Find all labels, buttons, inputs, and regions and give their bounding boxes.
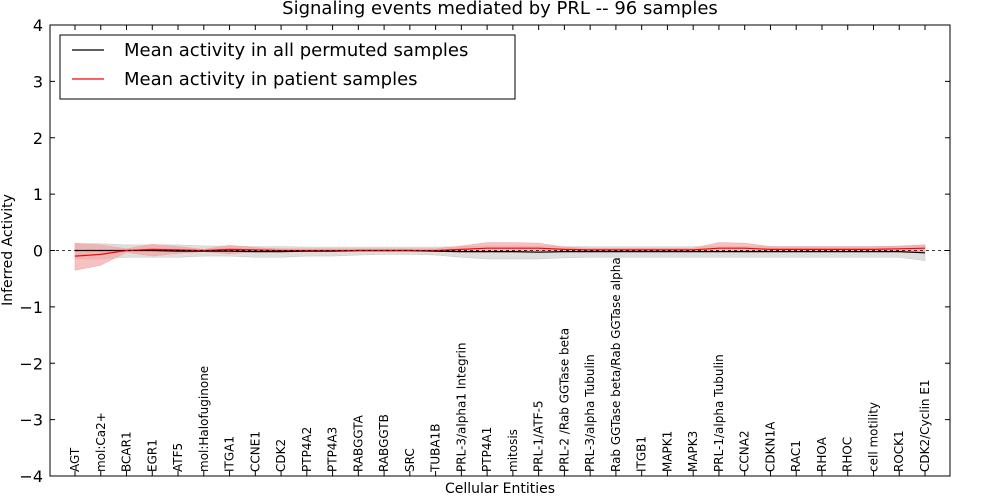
x-tick-label: CDK2 bbox=[274, 439, 288, 472]
y-tick-label: −2 bbox=[19, 354, 43, 373]
x-tick-label: mol:Ca2+ bbox=[94, 412, 108, 472]
legend-label-permuted: Mean activity in all permuted samples bbox=[124, 40, 468, 61]
x-tick-label: mol:Halofuginone bbox=[197, 366, 211, 472]
y-tick-label: 2 bbox=[33, 129, 43, 148]
x-tick-label: ITGB1 bbox=[635, 436, 649, 472]
x-tick-label: ATF5 bbox=[171, 443, 185, 472]
legend-box bbox=[59, 34, 516, 100]
x-tick-label: Rab GGTase beta/Rab GGTase alpha bbox=[609, 257, 623, 472]
confidence-bands bbox=[74, 242, 926, 271]
y-axis: −4 −3 −2 −1 0 1 2 3 4 bbox=[19, 16, 950, 486]
x-tick-label: MAPK3 bbox=[686, 431, 700, 472]
x-tick-label: BCAR1 bbox=[120, 431, 134, 472]
x-tick-label: CDKN1A bbox=[763, 421, 777, 472]
x-tick-label: RABGGTA bbox=[351, 414, 365, 472]
x-tick-label: PTP4A3 bbox=[326, 427, 340, 472]
x-tick-label: MAPK1 bbox=[660, 431, 674, 472]
x-tick-label: RAC1 bbox=[789, 440, 803, 472]
chart-title: Signaling events mediated by PRL -- 96 s… bbox=[282, 0, 718, 19]
y-tick-label: 1 bbox=[33, 185, 43, 204]
x-tick-label: AGT bbox=[68, 447, 82, 472]
x-tick-label: RHOA bbox=[815, 436, 829, 472]
x-tick-label: PTP4A1 bbox=[480, 427, 494, 472]
x-tick-label: PRL-3/alpha1 Integrin bbox=[454, 343, 468, 473]
confidence-band-1 bbox=[74, 242, 926, 271]
x-tick-label: CDK2/Cyclin E1 bbox=[918, 379, 932, 472]
x-tick-label: PRL-2 /Rab GGTase beta bbox=[557, 328, 571, 472]
x-tick-label: cell motility bbox=[866, 402, 880, 472]
x-tick-label: RABGGTB bbox=[377, 414, 391, 472]
y-tick-label: −1 bbox=[19, 298, 43, 317]
series-line-0 bbox=[75, 249, 926, 254]
y-tick-label: −4 bbox=[19, 467, 43, 486]
x-tick-label: CCNE1 bbox=[248, 431, 262, 472]
x-tick-label: TUBA1B bbox=[429, 424, 443, 473]
x-tick-label: SRC bbox=[403, 448, 417, 472]
x-tick-label: ITGA1 bbox=[223, 436, 237, 472]
x-tick-label: PTP4A2 bbox=[300, 427, 314, 472]
y-tick-label: 0 bbox=[33, 242, 43, 261]
x-tick-label: ROCK1 bbox=[892, 430, 906, 472]
y-axis-label: Inferred Activity bbox=[0, 194, 16, 306]
legend-label-patient: Mean activity in patient samples bbox=[124, 69, 418, 90]
x-axis: AGT mol:Ca2+ BCAR1 EGR1 ATF5 mol:Halofuginone… bbox=[68, 25, 932, 476]
x-tick-label: CCNA2 bbox=[738, 430, 752, 472]
series-lines bbox=[50, 247, 950, 257]
y-tick-label: 4 bbox=[33, 16, 43, 35]
y-tick-label: 3 bbox=[33, 72, 43, 91]
x-tick-label: RHOC bbox=[841, 437, 855, 472]
x-tick-label: PRL-1/alpha Tubulin bbox=[712, 354, 726, 472]
x-tick-label: mitosis bbox=[506, 429, 520, 472]
legend: Mean activity in all permuted samples Me… bbox=[59, 34, 516, 100]
x-tick-label: EGR1 bbox=[145, 439, 159, 472]
x-tick-label: PRL-3/alpha Tubulin bbox=[583, 354, 597, 472]
x-axis-label: Cellular Entities bbox=[445, 481, 555, 497]
y-tick-label: −3 bbox=[19, 411, 43, 430]
x-tick-label: PRL-1/ATF-5 bbox=[532, 400, 546, 472]
series-line-1 bbox=[74, 247, 926, 257]
